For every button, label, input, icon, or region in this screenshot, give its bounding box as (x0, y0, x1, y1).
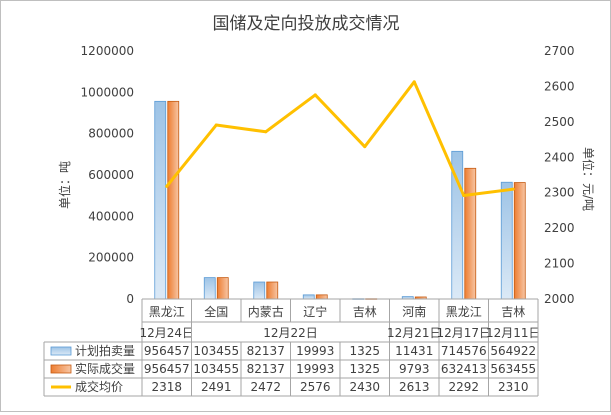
x-date-label: 12月17日 (436, 326, 491, 340)
y-left-tick-label: 800000 (88, 127, 134, 141)
table-cell-value: 1325 (349, 344, 380, 358)
table-cell-value: 632413 (441, 362, 487, 376)
legend-series-name: 计划拍卖量 (75, 343, 135, 358)
y-right-tick-label: 2000 (544, 292, 575, 306)
price-point (313, 93, 317, 97)
bar-series-group (154, 100, 526, 300)
legend-swatch-bar (50, 364, 72, 374)
x-category-label: 全国 (204, 304, 228, 319)
table-cell-value: 956457 (144, 362, 190, 376)
price-point (511, 187, 515, 191)
line-series-group (165, 80, 515, 198)
bar-plan (203, 277, 216, 300)
table-cell-value: 82137 (247, 362, 285, 376)
y-right-tick-label: 2400 (544, 150, 575, 164)
table-cell-value: 9793 (399, 362, 430, 376)
y-axis-right-title: 单位：元/吨 (581, 147, 596, 211)
y-left-tick-label: 0 (126, 292, 134, 306)
bar-actual (216, 277, 229, 300)
bar-actual (315, 294, 328, 300)
table-cell-value: 2472 (250, 380, 281, 394)
chart-title: 国储及定向投放成交情况 (213, 14, 400, 34)
price-point (264, 130, 268, 134)
y-right-tick-label: 2700 (544, 44, 575, 58)
y-right-tick-label: 2200 (544, 221, 575, 235)
legend-series-name: 实际成交量 (75, 361, 135, 376)
bar-actual (464, 167, 477, 300)
price-line (165, 80, 514, 198)
table-cell-value: 19993 (296, 344, 334, 358)
table-cell-value: 19993 (296, 362, 334, 376)
table-cell-value: 2613 (399, 380, 430, 394)
bar-actual (513, 182, 526, 300)
x-category-label: 河南 (402, 304, 426, 319)
y-right-tick-label: 2100 (544, 257, 575, 271)
y-left-tick-label: 1200000 (81, 44, 134, 58)
y-left-tick-label: 400000 (88, 209, 134, 223)
x-category-label: 黑龙江 (446, 305, 482, 319)
x-category-label: 内蒙古 (248, 304, 284, 319)
table-cell-value: 11431 (395, 344, 433, 358)
table-cell-value: 103455 (193, 362, 239, 376)
table-cell-value: 82137 (247, 344, 285, 358)
price-point (462, 194, 466, 198)
table-cell-value: 2310 (498, 380, 529, 394)
table-cell-value: 956457 (144, 344, 190, 358)
table-cell-value: 2292 (448, 380, 479, 394)
y-left-tick-label: 1000000 (81, 85, 134, 99)
price-point (412, 80, 416, 84)
legend-swatch-bar (50, 346, 72, 356)
x-category-label: 吉林 (501, 305, 525, 319)
y-left-tick-label: 600000 (88, 168, 134, 182)
y-right-tick-label: 2600 (544, 79, 575, 93)
x-date-label: 12月21日 (387, 326, 442, 340)
table-cell-value: 714576 (441, 344, 487, 358)
y-axis-left: 0 200000 400000 600000 800000 1000000 1200000 (81, 44, 134, 306)
price-point (165, 184, 169, 188)
table-cell-value: 2491 (201, 380, 232, 394)
y-axis-right: 2000 2100 2200 2300 2400 2500 2600 2700 (544, 44, 575, 306)
bar-actual (266, 281, 279, 300)
table-cell-value: 2318 (151, 380, 182, 394)
bar-plan (253, 281, 266, 300)
bar-plan (154, 100, 167, 300)
table-cell-value: 1325 (349, 362, 380, 376)
x-category-label: 辽宁 (303, 304, 327, 319)
table-cell-value: 563455 (490, 362, 536, 376)
x-category-label: 吉林 (353, 305, 377, 319)
x-date-label: 12月24日 (139, 326, 194, 340)
table-cell-value: 2430 (349, 380, 380, 394)
legend-series-name: 成交均价 (75, 379, 123, 394)
bar-plan (500, 181, 513, 300)
y-right-tick-label: 2300 (544, 186, 575, 200)
bar-plan (302, 294, 315, 300)
bar-actual (167, 100, 180, 300)
price-point (363, 145, 367, 149)
x-date-label: 12月22日 (263, 326, 318, 340)
x-category-label: 黑龙江 (149, 305, 185, 319)
y-right-tick-label: 2500 (544, 115, 575, 129)
x-date-label: 12月11日 (486, 326, 541, 340)
price-point (214, 123, 218, 127)
y-left-tick-label: 200000 (88, 251, 134, 265)
table-cell-value: 2576 (300, 380, 331, 394)
table-cell-value: 564922 (490, 344, 536, 358)
y-axis-left-title: 单位：吨 (57, 161, 72, 209)
table-cell-value: 103455 (193, 344, 239, 358)
